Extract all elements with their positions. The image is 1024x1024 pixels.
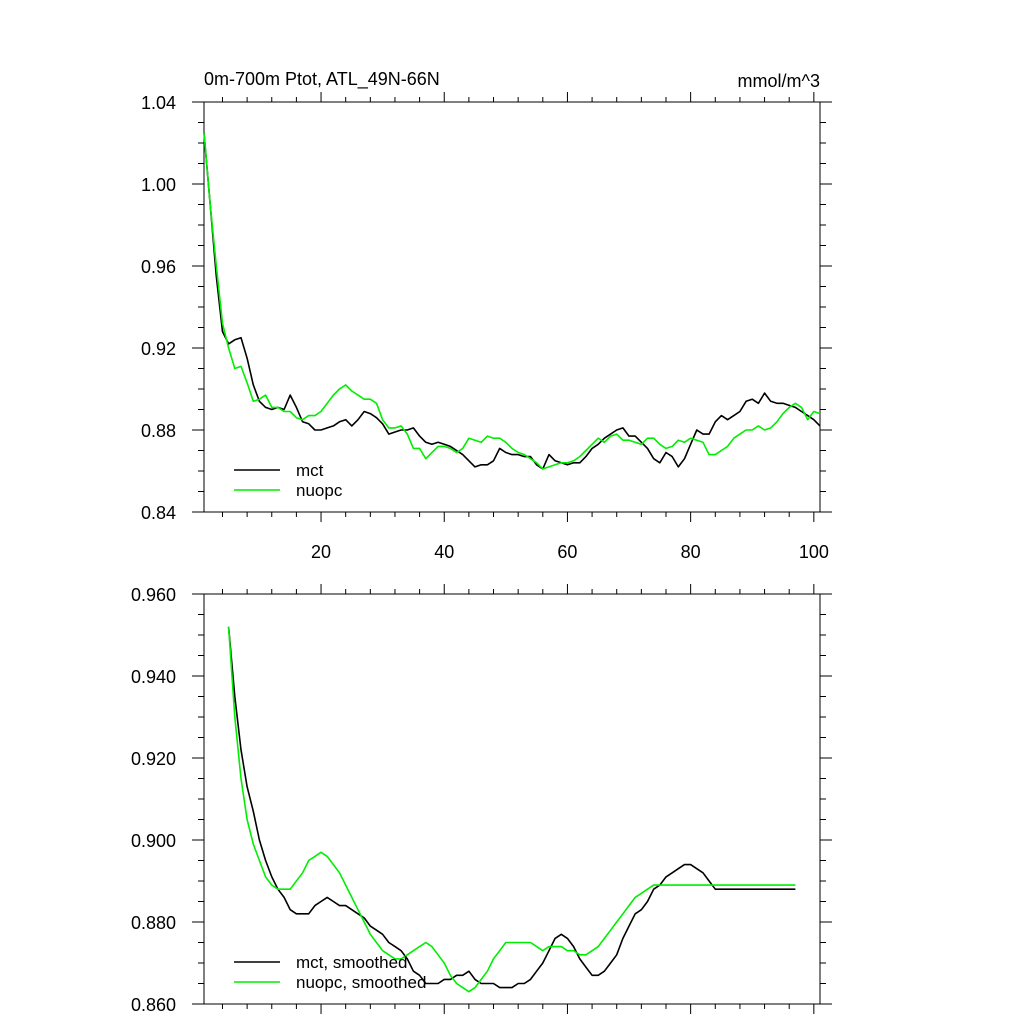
y-tick-label: 0.900 [131,831,176,851]
y-tick-label: 0.960 [131,585,176,605]
top-chart-title: 0m-700m Ptot, ATL_49N-66N [204,69,440,90]
bottom-panel: 0.860 0.880 0.900 0.920 0.940 0.960 mct, smoo… [131,584,832,1015]
bottom-series-group [227,626,796,993]
y-tick-label: 0.940 [131,667,176,687]
x-tick-label: 60 [557,542,577,562]
top-plot-frame [203,101,821,513]
bottom-legend: mct, smoothed nuopc, smoothed [234,953,426,992]
y-tick-label: 0.92 [141,339,176,359]
x-tick-label: 40 [434,542,454,562]
legend-label-nuopc: nuopc [296,481,343,500]
bottom-axis-ticks: 0.860 0.880 0.900 0.920 0.940 0.960 [131,584,832,1015]
series-line-nuopc-smoothed [227,626,796,993]
x-tick-label: 100 [799,542,829,562]
x-tick-label: 80 [681,542,701,562]
legend-label-mct: mct [296,461,324,480]
y-tick-label: 0.88 [141,421,176,441]
y-tick-label: 0.860 [131,995,176,1015]
legend-label-nuopc-smoothed: nuopc, smoothed [296,973,426,992]
y-tick-label: 1.00 [141,175,176,195]
series-line-mct-smoothed [227,626,796,989]
y-tick-label: 0.880 [131,913,176,933]
series-line-mct [203,132,821,470]
legend-label-mct-smoothed: mct, smoothed [296,953,408,972]
y-tick-label: 0.84 [141,503,176,523]
top-legend: mct nuopc [234,461,343,500]
top-series-group [203,132,821,470]
y-tick-label: 1.04 [141,93,176,113]
top-axis-ticks: 20 40 60 80 100 0.84 0.88 0.92 0.96 1.00 1.04 [141,92,832,562]
x-tick-label: 20 [311,542,331,562]
series-line-nuopc [203,132,821,470]
top-chart-units: mmol/m^3 [738,71,820,91]
y-tick-label: 0.96 [141,257,176,277]
top-panel: 0m-700m Ptot, ATL_49N-66N mmol/m^3 20 40 6… [141,69,832,562]
y-tick-label: 0.920 [131,749,176,769]
